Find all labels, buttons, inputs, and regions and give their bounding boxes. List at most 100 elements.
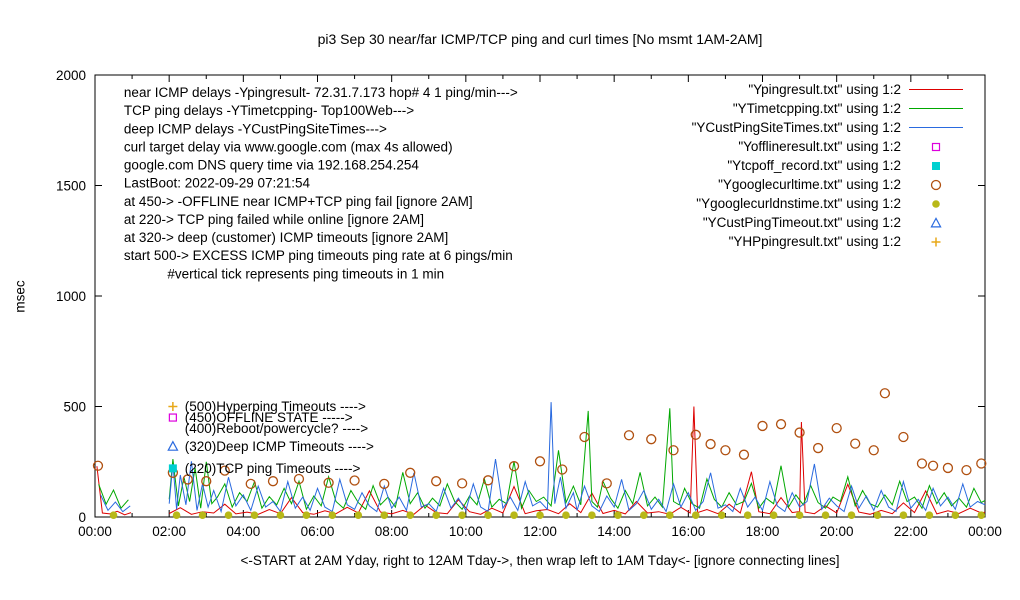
annotation-info-line: #vertical tick represents ping timeouts … [167, 266, 444, 281]
series-Ypingresult.txt [168, 406, 986, 515]
x-tick-label: 12:00 [523, 524, 557, 539]
point-Ygooglecurltime.txt [976, 458, 987, 469]
point-Ygooglecurltime.txt [579, 431, 590, 443]
legend-marker-glyph [931, 237, 941, 246]
point-Ygooglecurldnstime.txt [432, 511, 440, 520]
point-Ygooglecurldnstime.txt [743, 511, 752, 520]
annotation-level-label: (400)Reboot/powercycle? ----> [185, 421, 369, 436]
point-Ygooglecurldnstime.txt [588, 511, 596, 520]
annotation-square-open-icon [168, 413, 177, 422]
x-axis-label: <-START at 2AM Yday, right to 12AM Tday-… [240, 553, 840, 568]
annotation-info-line: TCP ping delays -YTimetcpping- Top100Web… [124, 103, 414, 118]
legend-line-swatch [907, 89, 965, 90]
point-Ygooglecurldnstime.txt [977, 511, 986, 520]
point-Ygooglecurltime.txt [182, 474, 193, 485]
point-Ygooglecurltime.txt [201, 476, 212, 487]
point-Ygooglecurltime.txt [405, 467, 416, 478]
annotation-info-line: deep ICMP delays -YCustPingSiteTimes---> [124, 121, 387, 136]
x-tick-label: 10:00 [449, 524, 483, 539]
legend-item: "YCustPingTimeout.txt" using 1:2 [692, 213, 965, 232]
point-Ygooglecurltime.txt [942, 462, 954, 474]
point-Ygooglecurltime.txt [431, 476, 442, 487]
point-Ygooglecurltime.txt [601, 478, 612, 489]
point-Ygooglecurltime.txt [898, 431, 909, 443]
point-Ygooglecurltime.txt [323, 477, 334, 488]
point-Ygooglecurltime.txt [219, 465, 230, 476]
annotation-info-line: at 220-> TCP ping failed while online [i… [124, 212, 424, 227]
x-tick-label: 20:00 [820, 524, 854, 539]
legend-marker-glyph [930, 216, 942, 227]
annotation-triangle-open-icon [167, 440, 179, 451]
point-Ygooglecurldnstime.txt [328, 511, 337, 520]
legend-item: "Ypingresult.txt" using 1:2 [692, 80, 965, 99]
point-Ygooglecurldnstime.txt [484, 511, 492, 520]
point-Ygooglecurldnstime.txt [224, 511, 233, 520]
point-Ygooglecurldnstime.txt [198, 511, 207, 520]
point-Ygooglecurldnstime.txt [109, 511, 118, 520]
point-Ygooglecurldnstime.txt [614, 511, 622, 520]
point-Ygooglecurltime.txt [456, 478, 468, 489]
point-Ygooglecurltime.txt [794, 427, 805, 438]
x-tick-label: 08:00 [375, 524, 409, 539]
chart-title: pi3 Sep 30 near/far ICMP/TCP ping and cu… [317, 31, 763, 47]
point-Ygooglecurltime.txt [775, 419, 787, 430]
annotation-info-line: google.com DNS query time via 192.168.25… [124, 158, 419, 173]
point-Ygooglecurltime.txt [757, 420, 768, 432]
point-Ygooglecurltime.txt [482, 475, 494, 486]
y-tick-label: 500 [63, 400, 86, 415]
legend-label: "Ygooglecurltime.txt" using 1:2 [718, 177, 901, 192]
point-Ygooglecurldnstime.txt [665, 511, 674, 520]
point-Ygooglecurldnstime.txt [510, 511, 518, 520]
annotation-info-line: at 320-> deep (customer) ICMP timeouts [… [124, 230, 448, 245]
point-Ygooglecurltime.txt [379, 478, 390, 490]
point-Ygooglecurldnstime.txt [406, 511, 415, 520]
point-Ygooglecurltime.txt [508, 461, 520, 472]
legend-circle-filled-icon [907, 197, 965, 211]
legend-label: "YTimetcpping.txt" using 1:2 [732, 101, 901, 116]
legend-item: "Ytcpoff_record.txt" using 1:2 [692, 156, 965, 175]
x-tick-label: 00:00 [968, 524, 1002, 539]
point-Ygooglecurltime.txt [868, 445, 879, 456]
point-Ygooglecurldnstime.txt [691, 511, 700, 520]
legend: "Ypingresult.txt" using 1:2 "YTimetcpping… [692, 80, 965, 251]
point-Ygooglecurldnstime.txt [717, 511, 726, 520]
legend-marker-glyph [931, 142, 941, 151]
y-tick-label: 2000 [56, 68, 86, 83]
point-Ygooglecurldnstime.txt [536, 511, 544, 520]
annotation-plus-icon [168, 402, 178, 411]
legend-square-open-icon [907, 140, 965, 154]
x-tick-label: 06:00 [301, 524, 335, 539]
x-tick-label: 18:00 [746, 524, 780, 539]
x-tick-label: 02:00 [152, 524, 186, 539]
point-Ygooglecurltime.txt [879, 388, 891, 399]
point-Ygooglecurltime.txt [557, 464, 568, 475]
annotation-level-label: (220)TCP ping Timeouts ----> [185, 461, 361, 476]
annotation-info-line: at 450-> -OFFLINE near ICMP+TCP ping fai… [124, 194, 473, 209]
point-Ygooglecurltime.txt [738, 449, 750, 460]
point-Ygooglecurltime.txt [812, 442, 824, 454]
point-Ygooglecurldnstime.txt [821, 511, 830, 520]
annotation-level-label: (500)Hyperping Timeouts ----> [185, 399, 366, 414]
legend-triangle-open-icon [907, 216, 965, 230]
annotation-level-label: (320)Deep ICMP Timeouts ----> [185, 439, 374, 454]
annotation-square-filled-icon [168, 464, 177, 473]
point-Ygooglecurltime.txt [349, 475, 360, 486]
x-tick-label: 04:00 [226, 524, 260, 539]
x-tick-label: 16:00 [671, 524, 705, 539]
x-tick-label: 14:00 [597, 524, 631, 539]
point-Ygooglecurltime.txt [293, 473, 305, 485]
annotation-info-line: curl target delay via www.google.com (ma… [124, 139, 453, 154]
point-Ygooglecurltime.txt [850, 438, 861, 449]
point-Ygooglecurldnstime.txt [250, 511, 259, 520]
point-Ygooglecurltime.txt [668, 445, 679, 456]
point-Ygooglecurldnstime.txt [562, 511, 570, 520]
y-tick-label: 1500 [56, 179, 86, 194]
y-tick-label: 0 [78, 510, 86, 525]
legend-label: "Ytcpoff_record.txt" using 1:2 [727, 158, 901, 173]
x-tick-label: 22:00 [894, 524, 928, 539]
point-Ygooglecurldnstime.txt [795, 511, 804, 520]
point-Ygooglecurltime.txt [927, 460, 939, 471]
legend-item: "YHPpingresult.txt" using 1:2 [692, 232, 965, 251]
legend-item: "YTimetcpping.txt" using 1:2 [692, 99, 965, 118]
